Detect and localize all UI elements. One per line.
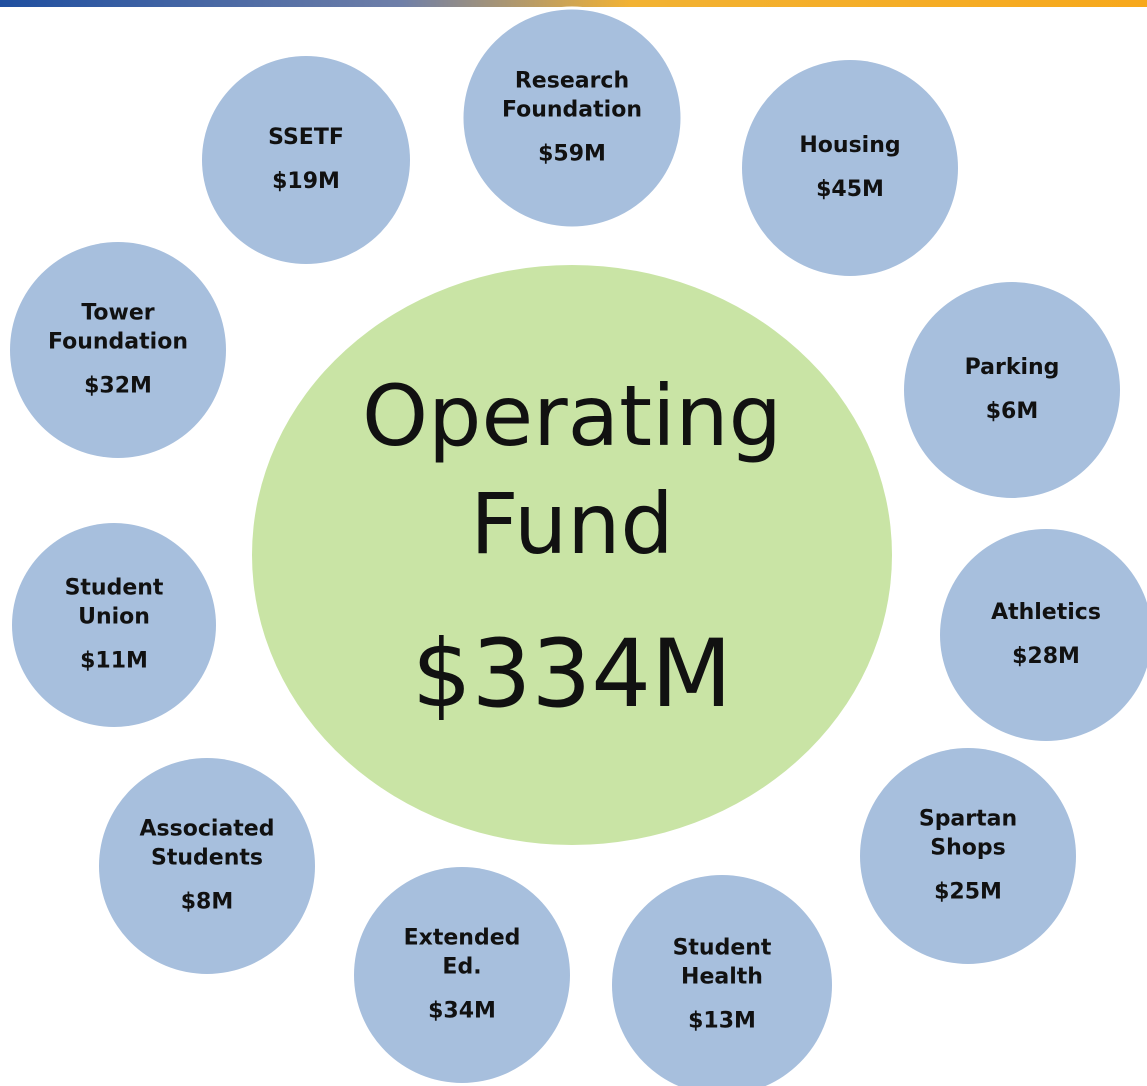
- entity-label: Athletics: [991, 600, 1101, 625]
- entity-circle: [202, 56, 410, 264]
- entity-circle: [354, 867, 570, 1083]
- entity-label: Student: [673, 936, 772, 961]
- entity-circle: [904, 282, 1120, 498]
- entity-label: Associated: [140, 817, 275, 842]
- entity-circle: [12, 523, 216, 727]
- top-bar: [0, 0, 1147, 7]
- entity-label: Ed.: [442, 955, 481, 980]
- entity-amount: $13M: [688, 1009, 756, 1034]
- entity-label: Students: [151, 846, 263, 871]
- entity-label: Spartan: [919, 807, 1017, 832]
- entity-circle: [742, 60, 958, 276]
- entity-circle: [99, 758, 315, 974]
- entity-circle: [940, 529, 1147, 741]
- entity-label: Research: [515, 69, 629, 94]
- entity-amount: $6M: [986, 399, 1039, 424]
- entity-amount: $28M: [1012, 644, 1080, 669]
- center-circle: [252, 265, 892, 845]
- entity-label: Foundation: [48, 330, 188, 355]
- center-amount: $334M: [412, 620, 732, 729]
- entity-amount: $45M: [816, 177, 884, 202]
- entity-amount: $25M: [934, 880, 1002, 905]
- entity-circle: [860, 748, 1076, 964]
- entity-circle: [460, 6, 684, 230]
- entity-label: Extended: [404, 926, 521, 951]
- entity-label: Housing: [799, 133, 900, 158]
- entity-amount: $34M: [428, 999, 496, 1024]
- entity-amount: $11M: [80, 649, 148, 674]
- entity-label: SSETF: [268, 125, 344, 150]
- entity-amount: $19M: [272, 169, 340, 194]
- entity-label: Tower: [81, 301, 154, 326]
- entity-label: Foundation: [502, 98, 642, 123]
- entity-label: Union: [78, 605, 150, 630]
- entity-label: Health: [681, 965, 763, 990]
- entity-amount: $59M: [538, 142, 606, 167]
- entity-label: Parking: [965, 355, 1060, 380]
- entity-circle: [10, 242, 226, 458]
- entity-amount: $8M: [181, 890, 234, 915]
- entity-amount: $32M: [84, 374, 152, 399]
- center-label: Fund: [470, 475, 674, 573]
- entity-label: Shops: [930, 836, 1005, 861]
- entity-label: Student: [65, 576, 164, 601]
- entity-circle: [612, 875, 832, 1086]
- center-label: Operating: [362, 367, 782, 465]
